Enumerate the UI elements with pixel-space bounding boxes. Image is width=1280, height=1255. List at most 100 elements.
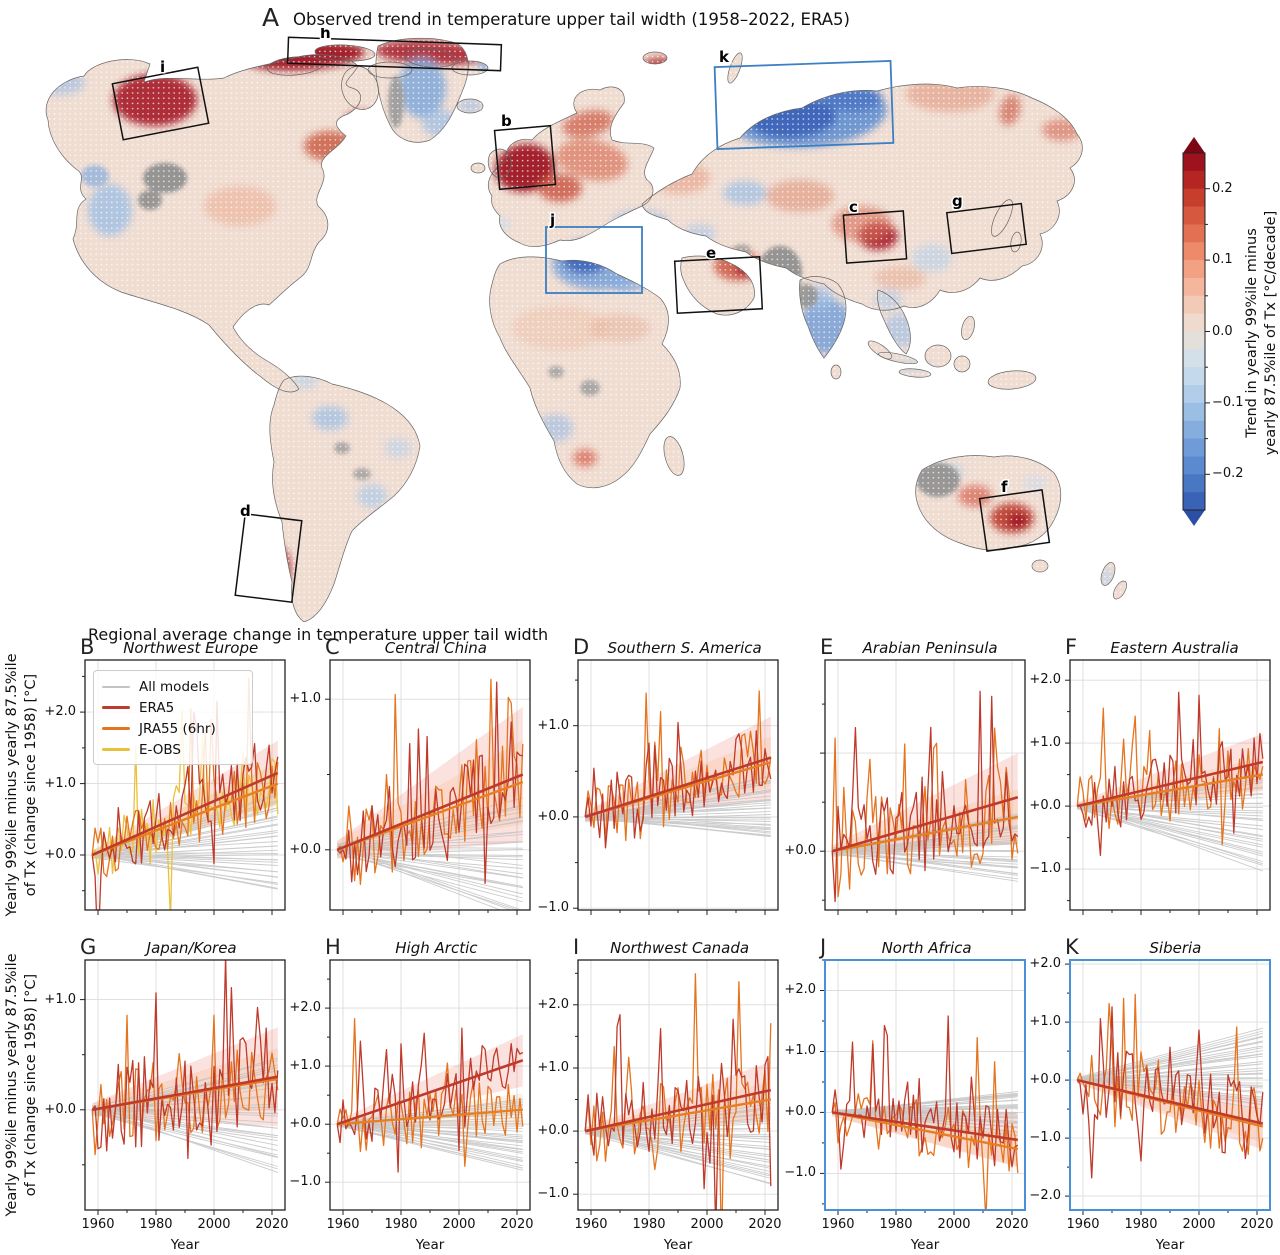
y-tick-label: −1.0 bbox=[1029, 861, 1061, 877]
y-tick-label: +2.0 bbox=[1029, 672, 1061, 688]
y-axis-label-line1: Yearly 99%ile minus yearly 87.5%ile bbox=[4, 953, 20, 1217]
panel-title: Southern S. America bbox=[607, 639, 762, 657]
plot-area bbox=[573, 959, 779, 1215]
colorbar-tick-label: 0.2 bbox=[1212, 180, 1233, 196]
panel-title: Arabian Peninsula bbox=[862, 639, 998, 657]
plot-area bbox=[1065, 659, 1271, 915]
y-axis-tick-labels: +2.0 +1.0 +0.0 −1.0 bbox=[533, 960, 573, 1210]
x-tick-label: 2020 bbox=[255, 1217, 289, 1232]
panel-title: Northwest Europe bbox=[123, 639, 259, 657]
colorbar-axis-label: Trend in yearly 99%ile minus yearly 87.5… bbox=[1243, 211, 1280, 456]
panel-letter: I bbox=[573, 935, 580, 959]
x-tick-label: 1980 bbox=[879, 1217, 913, 1232]
x-axis-label: Year bbox=[1155, 1237, 1185, 1253]
y-tick-label: +2.0 bbox=[537, 996, 569, 1012]
legend: All models ERA5 JRA55 (6hr) E-OBS bbox=[93, 670, 253, 765]
plot-area bbox=[325, 659, 531, 915]
y-axis-tick-labels: +1.0 +0.0 bbox=[285, 660, 325, 910]
panel-header: E Arabian Peninsula bbox=[820, 634, 1027, 658]
x-tick-label: 1980 bbox=[139, 1217, 173, 1232]
x-tick-label: 1960 bbox=[574, 1217, 608, 1232]
plot-area bbox=[1065, 959, 1271, 1215]
panel-title: Japan/Korea bbox=[146, 939, 237, 957]
y-tick-label: +1.0 bbox=[44, 991, 76, 1007]
figure-title: Observed trend in temperature upper tail… bbox=[293, 10, 850, 29]
x-tick-label: 2000 bbox=[937, 1217, 971, 1232]
legend-label: E-OBS bbox=[139, 741, 181, 758]
x-tick-label: 1980 bbox=[632, 1217, 666, 1232]
x-tick-label: 2020 bbox=[1240, 1217, 1274, 1232]
y-tick-label: +0.0 bbox=[784, 1104, 816, 1120]
panel-letter: F bbox=[1065, 635, 1078, 659]
x-tick-label: 2020 bbox=[995, 1217, 1029, 1232]
y-tick-label: +1.0 bbox=[537, 717, 569, 733]
plot-area bbox=[80, 659, 286, 915]
x-tick-label: 2000 bbox=[442, 1217, 476, 1232]
region-box-f bbox=[978, 489, 1051, 552]
x-axis-label: Year bbox=[170, 1237, 200, 1253]
y-axis-tick-labels: +2.0 +1.0 +0.0 −1.0 bbox=[285, 960, 325, 1210]
y-axis-label-line1: Yearly 99%ile minus yearly 87.5%ile bbox=[4, 653, 20, 917]
panel-title: Central China bbox=[384, 639, 487, 657]
x-axis-label: Year bbox=[663, 1237, 693, 1253]
y-tick-label: −1.0 bbox=[537, 1186, 569, 1202]
era5-line-sample bbox=[102, 706, 130, 709]
colorbar-tick-label: 0.1 bbox=[1212, 252, 1233, 268]
legend-label: JRA55 (6hr) bbox=[139, 720, 216, 737]
subplot-panel: D Southern S. America +1.0 +0.0 −1.0 bbox=[533, 634, 783, 916]
region-box-b bbox=[493, 124, 557, 191]
legend-item-jra55: JRA55 (6hr) bbox=[102, 718, 244, 739]
region-label-f: f bbox=[1001, 478, 1008, 496]
region-box-k bbox=[713, 60, 895, 150]
region-label-d: d bbox=[240, 502, 251, 520]
y-tick-label: −1.0 bbox=[784, 1165, 816, 1181]
region-box-g bbox=[945, 202, 1028, 255]
panel-header: F Eastern Australia bbox=[1065, 634, 1272, 658]
panel-header: B Northwest Europe bbox=[80, 634, 287, 658]
y-tick-label: +2.0 bbox=[289, 1000, 321, 1016]
panel-title: Eastern Australia bbox=[1110, 639, 1239, 657]
x-tick-label: 2000 bbox=[197, 1217, 231, 1232]
region-label-j: j bbox=[549, 211, 555, 229]
y-tick-label: +0.0 bbox=[289, 841, 321, 857]
region-label-i: i bbox=[160, 58, 165, 76]
panel-letter: G bbox=[80, 935, 97, 959]
colorbar-tick-labels: 0.2 0.1 0.0 −0.1 −0.2 bbox=[1212, 130, 1260, 540]
colorbar-tick-label: −0.1 bbox=[1212, 394, 1244, 410]
y-tick-label: −1.0 bbox=[1029, 1130, 1061, 1146]
plot-area bbox=[80, 959, 286, 1215]
y-tick-label: +0.0 bbox=[289, 1116, 321, 1132]
x-tick-label: 2000 bbox=[690, 1217, 724, 1232]
legend-label: ERA5 bbox=[139, 699, 175, 716]
y-tick-label: +0.0 bbox=[1029, 1072, 1061, 1088]
panel-header: I Northwest Canada bbox=[573, 934, 780, 958]
y-tick-label: +0.0 bbox=[44, 847, 76, 862]
colorbar-tick-label: −0.2 bbox=[1212, 466, 1244, 482]
panel-letter: K bbox=[1065, 935, 1079, 959]
panel-header: J North Africa bbox=[820, 934, 1027, 958]
colorbar-label-line2: yearly 87.5%ile of Tx [°C/decade] bbox=[1263, 210, 1279, 456]
subplot-panel: E Arabian Peninsula +0.0 bbox=[780, 634, 1030, 916]
panel-letter: C bbox=[325, 635, 340, 659]
panel-title: North Africa bbox=[881, 939, 972, 957]
y-axis-tick-labels: +1.0 +0.0 −1.0 bbox=[533, 660, 573, 915]
world-trend-map: h i k b j c g e d f bbox=[45, 28, 1130, 622]
panel-header: G Japan/Korea bbox=[80, 934, 287, 958]
region-box-h bbox=[286, 36, 503, 72]
y-tick-label: +1.0 bbox=[44, 775, 76, 791]
colorbar-tick-label: 0.0 bbox=[1212, 323, 1233, 339]
subplot-panel: J North Africa +2.0 +1.0 +0.0 −1.0 1960 1980… bbox=[780, 934, 1030, 1255]
region-label-h: h bbox=[320, 28, 331, 42]
y-tick-label: −1.0 bbox=[537, 900, 569, 916]
y-tick-label: +1.0 bbox=[289, 1058, 321, 1074]
panel-header: C Central China bbox=[325, 634, 532, 658]
all-models-line-sample bbox=[102, 685, 130, 688]
region-label-g: g bbox=[952, 192, 963, 210]
region-box-j bbox=[545, 226, 643, 294]
panel-letter: E bbox=[820, 635, 834, 659]
colorbar bbox=[1182, 137, 1210, 526]
region-label-b: b bbox=[501, 112, 512, 130]
x-tick-label: 1960 bbox=[326, 1217, 360, 1232]
subplot-panel: F Eastern Australia +2.0 +1.0 +0.0 −1.0 bbox=[1025, 634, 1275, 916]
y-axis-tick-labels: +2.0 +1.0 +0.0 −1.0 bbox=[1025, 660, 1065, 910]
